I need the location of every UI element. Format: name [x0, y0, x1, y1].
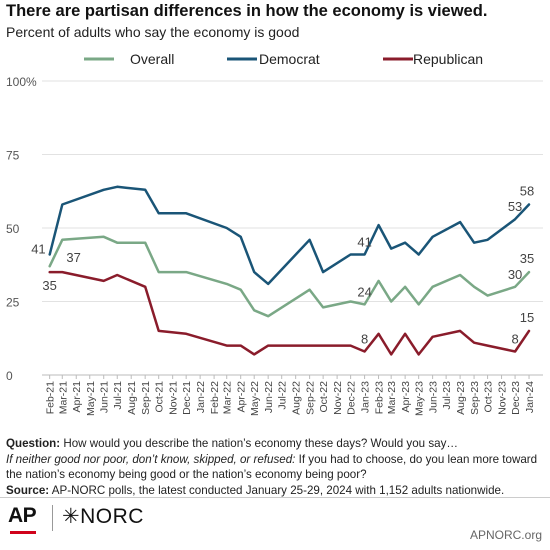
legend-label-overall: Overall: [130, 51, 174, 67]
norc-star-icon: ✳: [62, 505, 81, 528]
x-tick-label: Jun-22: [263, 381, 275, 413]
question-text: How would you describe the nation’s econ…: [63, 437, 458, 450]
norc-logo-text: NORC: [80, 505, 144, 528]
data-label-democrat: 53: [508, 199, 522, 214]
question-note: Question: How would you describe the nat…: [6, 436, 546, 452]
series-line-republican: [48, 270, 531, 356]
x-tick-label: Apr-23: [400, 381, 412, 413]
data-label-overall: 37: [66, 250, 80, 265]
x-tick-label: Jul-23: [441, 381, 453, 410]
ap-logo: AP: [8, 504, 37, 527]
question-label: Question:: [6, 437, 61, 450]
data-label-republican: 8: [361, 331, 368, 346]
line-chart: Overall Democrat Republican 0 25 50 75 100% Feb-…: [6, 51, 543, 416]
x-tick-label: Jan-24: [524, 381, 536, 413]
source-text: AP-NORC polls, the latest conducted Janu…: [51, 483, 505, 497]
x-tick-label: Feb-21: [45, 381, 57, 414]
data-label-democrat: 58: [520, 183, 534, 198]
x-tick-label: Sep-22: [305, 381, 317, 415]
x-tick-label: Nov-22: [332, 381, 344, 415]
x-tick-label: Oct-21: [154, 381, 166, 413]
x-tick-label: Jul-22: [277, 381, 289, 410]
x-tick-label: Aug-21: [126, 381, 138, 415]
x-tick-label: Aug-22: [291, 381, 303, 415]
data-label-overall: 30: [508, 267, 522, 282]
x-tick-label: Mar-22: [222, 381, 234, 414]
x-tick-label: Mar-23: [386, 381, 398, 414]
x-tick-label: Apr-21: [71, 381, 83, 413]
data-label-overall: 35: [520, 251, 534, 266]
x-tick-label: Oct-22: [318, 381, 330, 413]
series-line-democrat: [48, 185, 531, 286]
x-tick-label: Apr-22: [236, 381, 248, 413]
x-tick-label: May-22: [249, 381, 261, 416]
x-tick-label: Mar-21: [57, 381, 69, 414]
footer-divider: [0, 497, 550, 498]
x-tick-label: May-23: [414, 381, 426, 416]
x-tick-label: Nov-21: [168, 381, 180, 415]
source-label: Source:: [6, 483, 50, 497]
x-tick-label: Feb-22: [209, 381, 221, 414]
x-tick-label: May-21: [85, 381, 97, 416]
data-label-republican: 35: [42, 278, 56, 293]
x-tick-label: Nov-23: [497, 381, 509, 415]
x-tick-label: Jun-21: [99, 381, 111, 413]
legend-label-republican: Republican: [413, 51, 483, 67]
data-label-republican: 8: [511, 331, 518, 346]
data-label-democrat: 41: [31, 241, 45, 256]
y-tick-label-0: 0: [6, 369, 13, 383]
x-tick-label: Jun-23: [428, 381, 440, 413]
chart-title: There are partisan differences in how th…: [6, 2, 488, 20]
x-tick-label: Dec-23: [510, 381, 522, 415]
x-tick-label: Sep-21: [140, 381, 152, 415]
chart-subtitle: Percent of adults who say the economy is…: [6, 24, 300, 40]
followup-text: If you had to choose, do you lean more t…: [6, 452, 538, 482]
y-tick-label-100: 100%: [6, 75, 37, 89]
x-tick-label: Oct-23: [483, 381, 495, 413]
legend-label-democrat: Democrat: [259, 51, 320, 67]
norc-logo: ✳NORC: [62, 504, 144, 529]
x-tick-label: Dec-21: [181, 381, 193, 415]
y-tick-label-25: 25: [6, 296, 20, 310]
followup-condition: If neither good nor poor, don’t know, sk…: [6, 452, 296, 466]
ap-logo-underline: [10, 531, 36, 534]
x-tick-label: Jan-23: [360, 381, 372, 413]
data-label-republican: 15: [520, 310, 534, 325]
y-tick-label-50: 50: [6, 222, 20, 236]
x-tick-label: Aug-23: [455, 381, 467, 415]
followup-note: If neither good nor poor, don’t know, sk…: [6, 452, 546, 483]
series-line-overall: [48, 235, 531, 318]
x-tick-label: Sep-23: [469, 381, 481, 415]
source-note: Source: AP-NORC polls, the latest conduc…: [6, 483, 546, 499]
data-label-democrat: 41: [357, 234, 371, 249]
x-tick-label: Feb-23: [374, 381, 386, 414]
x-tick-label: Jan-22: [195, 381, 207, 413]
site-url: APNORC.org: [469, 528, 542, 542]
y-tick-label-75: 75: [6, 149, 20, 163]
x-tick-label: Jul-21: [112, 381, 124, 410]
x-tick-label: Dec-22: [346, 381, 358, 415]
logo-separator: [52, 505, 53, 531]
chart-notes: Question: How would you describe the nat…: [6, 436, 546, 498]
data-label-overall: 24: [357, 284, 371, 299]
